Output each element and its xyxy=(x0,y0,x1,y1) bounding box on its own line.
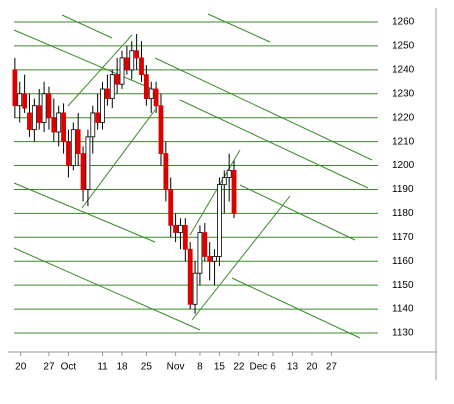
candle-body xyxy=(143,74,149,99)
candle-body xyxy=(178,224,183,233)
candle-body xyxy=(163,153,169,190)
candle-body xyxy=(105,88,110,99)
x-tick-label: Oct xyxy=(61,362,77,373)
y-tick-label: 1240 xyxy=(392,64,415,75)
candle-body xyxy=(119,57,125,85)
candle-body xyxy=(221,177,227,186)
trendline xyxy=(207,13,271,43)
y-tick-label: 1260 xyxy=(392,17,415,28)
x-tick-label: 15 xyxy=(214,362,226,373)
trendline xyxy=(61,14,113,39)
trendline xyxy=(13,182,156,243)
y-tick-label: 1220 xyxy=(392,112,415,123)
candle-body xyxy=(226,169,232,178)
candle-body xyxy=(22,93,28,109)
trendline xyxy=(13,247,201,331)
candle-body xyxy=(36,105,42,123)
candle-body xyxy=(70,129,76,166)
candle-body xyxy=(134,50,140,59)
candle-body xyxy=(109,74,115,99)
candle-body xyxy=(66,141,71,166)
y-tick-label: 1140 xyxy=(392,304,414,315)
candle-body xyxy=(168,189,174,226)
candle-body xyxy=(158,105,164,154)
candle-body xyxy=(12,69,18,107)
x-tick-label: Nov xyxy=(167,362,185,373)
y-tick-label: 1170 xyxy=(392,232,414,243)
x-tick-label: 6 xyxy=(270,362,276,373)
candle-body xyxy=(95,112,101,123)
y-tick-label: 1150 xyxy=(392,280,414,291)
trendline xyxy=(81,109,156,209)
candle-body xyxy=(182,224,188,250)
candle-body xyxy=(114,74,120,85)
y-tick-label: 1160 xyxy=(392,256,414,267)
y-tick-label: 1180 xyxy=(392,208,414,219)
candle-body xyxy=(197,232,203,274)
x-tick-label: 20 xyxy=(15,362,27,373)
x-tick-label: 25 xyxy=(141,362,153,373)
candle-body xyxy=(231,169,237,214)
candle-body xyxy=(46,93,52,119)
candle-body xyxy=(187,248,193,305)
y-tick-label: 1210 xyxy=(392,136,415,147)
candle-body xyxy=(75,129,81,154)
trendline xyxy=(239,184,356,241)
x-tick-label: 11 xyxy=(97,362,108,373)
candle-body xyxy=(212,256,217,262)
candle-body xyxy=(207,256,213,262)
y-tick-label: 1190 xyxy=(392,184,414,195)
x-tick-label: 13 xyxy=(287,362,299,373)
candle-body xyxy=(202,232,208,257)
y-tick-label: 1230 xyxy=(392,88,415,99)
x-tick-label: 22 xyxy=(233,362,245,373)
trendline xyxy=(179,99,369,189)
candle-body xyxy=(27,112,32,131)
candle-body xyxy=(31,105,37,131)
trendline xyxy=(191,195,291,321)
trendline xyxy=(189,149,241,236)
candle-body xyxy=(139,57,144,76)
x-tick-label: 20 xyxy=(306,362,318,373)
candle-body xyxy=(217,184,222,257)
candle-body xyxy=(51,117,57,133)
trendline xyxy=(154,57,373,161)
candle-body xyxy=(100,88,105,123)
y-tick-label: 1130 xyxy=(392,328,414,339)
y-tick-label: 1250 xyxy=(392,41,415,52)
candle-body xyxy=(17,93,23,107)
candle-body xyxy=(129,50,135,71)
x-tick-label: Dec xyxy=(249,362,267,373)
candle-body xyxy=(41,93,47,123)
candle-body xyxy=(80,153,86,190)
x-tick-label: 8 xyxy=(197,362,203,373)
trendline xyxy=(231,277,361,339)
candle-body xyxy=(61,112,66,143)
candle-body xyxy=(56,112,62,133)
candle-body xyxy=(85,136,91,190)
candle-body xyxy=(192,272,198,305)
candle-body xyxy=(153,88,159,107)
x-tick-label: 27 xyxy=(326,362,338,373)
candle-body xyxy=(173,224,178,233)
candle-body xyxy=(124,57,130,71)
y-tick-label: 1200 xyxy=(392,160,415,171)
trendline xyxy=(13,29,151,89)
x-tick-label: 18 xyxy=(116,362,128,373)
candle-body xyxy=(148,88,154,99)
x-tick-label: 27 xyxy=(43,362,55,373)
trendlines xyxy=(13,13,373,339)
candle-body xyxy=(90,112,96,138)
